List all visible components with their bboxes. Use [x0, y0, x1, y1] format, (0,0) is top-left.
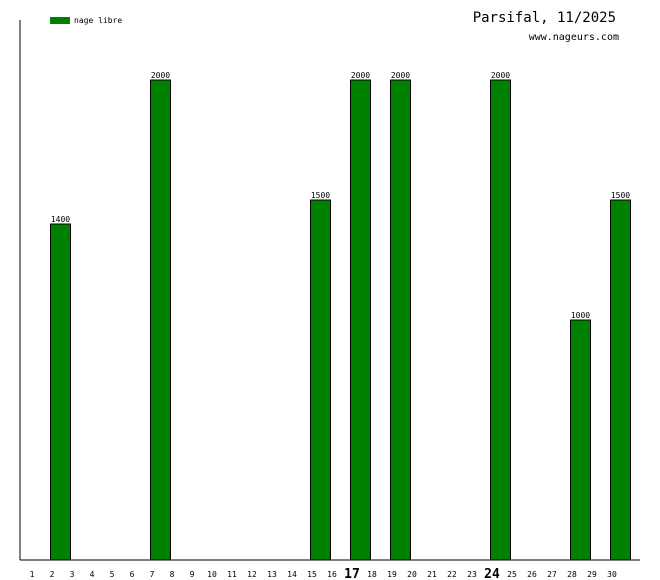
data-label-day-7: 2000 — [151, 71, 170, 80]
x-tick-label-16: 16 — [327, 570, 337, 579]
x-tick-label-29: 29 — [587, 570, 597, 579]
legend: nage libre — [50, 16, 122, 25]
x-tick-label-18: 18 — [367, 570, 377, 579]
chart-source: www.nageurs.com — [528, 32, 619, 43]
legend-swatch — [50, 17, 70, 24]
bar-day-17 — [350, 79, 371, 561]
x-tick-label-19: 19 — [387, 570, 397, 579]
x-tick-label-17: 17 — [344, 567, 360, 580]
x-tick-label-14: 14 — [287, 570, 297, 579]
x-tick-label-8: 8 — [170, 570, 175, 579]
x-tick-label-21: 21 — [427, 570, 437, 579]
legend-label: nage libre — [74, 16, 123, 25]
bar-day-30 — [610, 199, 631, 561]
bar-day-28 — [570, 319, 591, 561]
x-tick-label-28: 28 — [567, 570, 577, 579]
x-tick-label-10: 10 — [207, 570, 217, 579]
x-tick-label-24: 24 — [484, 567, 500, 580]
data-label-day-2: 1400 — [51, 215, 70, 224]
bar-day-15 — [310, 199, 331, 561]
data-label-day-19: 2000 — [391, 71, 410, 80]
data-label-day-28: 1000 — [571, 311, 590, 320]
data-label-day-17: 2000 — [351, 71, 370, 80]
x-tick-label-7: 7 — [150, 570, 155, 579]
x-tick-label-30: 30 — [607, 570, 617, 579]
x-tick-label-25: 25 — [507, 570, 517, 579]
bar-day-24 — [490, 79, 511, 561]
x-tick-label-22: 22 — [447, 570, 457, 579]
x-tick-label-27: 27 — [547, 570, 557, 579]
data-label-day-30: 1500 — [611, 191, 630, 200]
x-tick-label-6: 6 — [130, 570, 135, 579]
x-tick-label-4: 4 — [90, 570, 95, 579]
data-label-day-15: 1500 — [311, 191, 330, 200]
x-tick-label-15: 15 — [307, 570, 317, 579]
bar-day-7 — [150, 79, 171, 561]
x-tick-label-20: 20 — [407, 570, 417, 579]
x-tick-label-12: 12 — [247, 570, 257, 579]
x-tick-label-5: 5 — [110, 570, 115, 579]
x-tick-label-1: 1 — [30, 570, 35, 579]
x-tick-label-2: 2 — [50, 570, 55, 579]
x-tick-label-3: 3 — [70, 570, 75, 579]
x-tick-label-26: 26 — [527, 570, 537, 579]
x-tick-label-23: 23 — [467, 570, 477, 579]
chart-title: Parsifal, 11/2025 — [472, 10, 616, 26]
bar-day-2 — [50, 223, 71, 561]
x-tick-label-13: 13 — [267, 570, 277, 579]
bar-day-19 — [390, 79, 411, 561]
x-tick-label-11: 11 — [227, 570, 237, 579]
x-tick-label-9: 9 — [190, 570, 195, 579]
data-label-day-24: 2000 — [491, 71, 510, 80]
